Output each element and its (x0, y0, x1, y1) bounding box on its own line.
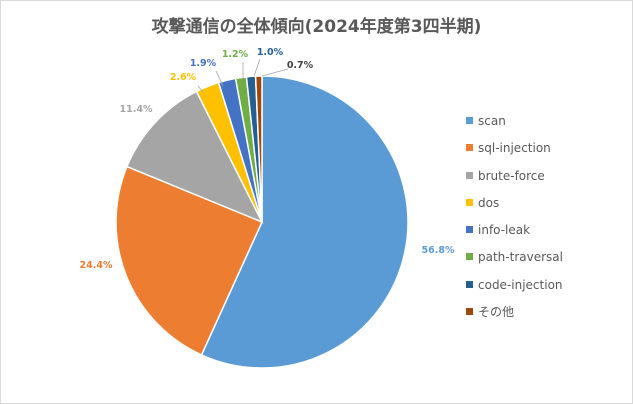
data-label-path-traversal: 1.2% (222, 49, 249, 60)
legend-swatch (466, 144, 473, 152)
leader-line-info-leak (215, 70, 224, 87)
legend-item-code-injection: code-injection (466, 276, 626, 303)
legend-item-その他: その他 (466, 303, 626, 330)
legend-swatch (466, 226, 473, 234)
legend-item-dos: dos (466, 194, 626, 221)
data-label-code-injection: 1.0% (257, 47, 284, 58)
legend-item-info-leak: info-leak (466, 221, 626, 248)
legend-label: path-traversal (478, 250, 563, 265)
data-label-brute-force: 11.4% (120, 104, 153, 115)
legend-item-path-traversal: path-traversal (466, 248, 626, 275)
legend-label: info-leak (478, 223, 531, 238)
data-label-sql-injection: 24.4% (80, 260, 113, 271)
data-labels: 56.8% 24.4% 11.4% 2.6% 1.9% 1.2% 1.0%0.7% (80, 47, 455, 271)
legend-swatch (466, 308, 473, 316)
pie-slice-brute-force (125, 90, 264, 224)
pie-slice-sql-injection (115, 165, 264, 356)
legend-swatch (466, 198, 473, 206)
legend-label: code-injection (478, 277, 563, 292)
leader-line-dos (197, 85, 204, 93)
legend-swatch (466, 117, 473, 124)
legend-item-sql-injection: sql-injection (466, 139, 626, 166)
legend-item-scan: scan (466, 112, 626, 139)
pie-slice-scan (200, 75, 409, 369)
data-label-info-leak: 1.9% (190, 58, 217, 69)
legend-label: scan (478, 114, 506, 128)
legend-label: sql-injection (478, 141, 551, 156)
legend-swatch (466, 171, 473, 179)
legend-label: その他 (478, 305, 515, 320)
legend: scan sql-injection brute-force dos info-leak… (466, 112, 626, 330)
legend-label: brute-force (478, 168, 545, 183)
leader-lines (197, 58, 289, 93)
legend-swatch (466, 253, 473, 261)
leader-line-その他 (261, 68, 289, 77)
chart-title: 攻撃通信の全体傾向(2024年度第3四半期) (151, 17, 482, 37)
pie-slices (115, 75, 409, 369)
data-label-scan: 56.8% (422, 245, 455, 256)
pie-slice-その他 (254, 75, 263, 223)
legend-swatch (466, 280, 473, 288)
data-label-その他: 0.7% (287, 60, 314, 71)
data-label-dos: 2.6% (170, 72, 197, 83)
leader-line-code-injection (253, 58, 261, 77)
legend-item-brute-force: brute-force (466, 167, 626, 194)
legend-label: dos (478, 195, 500, 210)
